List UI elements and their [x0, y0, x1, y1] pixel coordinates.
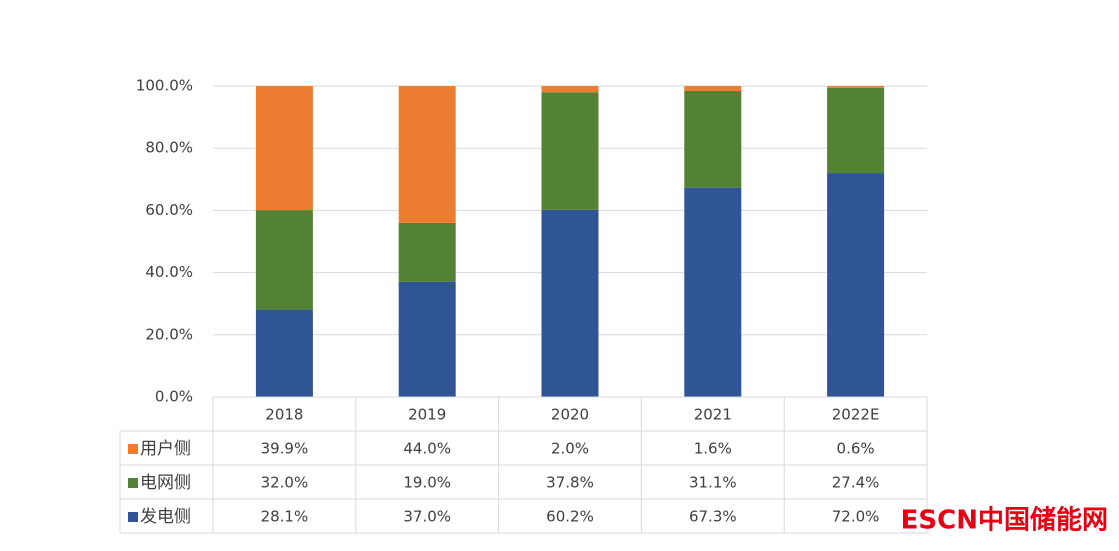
y-tick-label: 100.0%: [136, 77, 193, 95]
legend-swatch: [128, 444, 138, 454]
bar-segment: [255, 86, 313, 211]
data-label: 72.0%: [832, 508, 880, 526]
bar-segment: [541, 86, 599, 93]
bar-segment: [398, 222, 456, 282]
x-tick-label: 2019: [408, 406, 446, 424]
data-label: 0.6%: [837, 440, 875, 458]
data-label: 37.0%: [403, 508, 451, 526]
y-tick-label: 60.0%: [145, 201, 193, 219]
y-tick-label: 40.0%: [145, 263, 193, 281]
bar-segment: [827, 173, 885, 397]
bar-segment: [255, 309, 313, 397]
bar-segment: [541, 209, 599, 397]
y-tick-label: 80.0%: [145, 139, 193, 157]
data-label: 28.1%: [261, 508, 309, 526]
bar-segment: [255, 210, 313, 310]
data-label: 44.0%: [403, 440, 451, 458]
y-tick-label: 0.0%: [155, 388, 193, 406]
bar-segment: [827, 87, 885, 174]
watermark: ESCN中国储能网: [901, 505, 1108, 536]
data-label: 39.9%: [261, 440, 309, 458]
data-label: 2.0%: [551, 440, 589, 458]
data-label: 37.8%: [546, 474, 594, 492]
bar-segment: [541, 92, 599, 210]
bar-segment: [827, 86, 885, 88]
data-label: 1.6%: [694, 440, 732, 458]
y-tick-label: 20.0%: [145, 325, 193, 343]
legend-label: 用户侧: [140, 439, 191, 459]
bar-segment: [684, 187, 742, 397]
data-label: 32.0%: [261, 474, 309, 492]
data-label: 60.2%: [546, 508, 594, 526]
data-label: 19.0%: [403, 474, 451, 492]
x-tick-label: 2020: [551, 406, 589, 424]
x-tick-label: 2018: [265, 406, 303, 424]
legend-swatch: [128, 512, 138, 522]
data-label: 67.3%: [689, 508, 737, 526]
x-tick-label: 2022E: [832, 406, 880, 424]
bar-segment: [398, 86, 456, 223]
data-label: 27.4%: [832, 474, 880, 492]
bar-segment: [684, 90, 742, 188]
legend-label: 发电侧: [140, 507, 191, 527]
x-tick-label: 2021: [694, 406, 732, 424]
bar-segment: [684, 86, 742, 91]
legend-label: 电网侧: [140, 473, 191, 493]
bar-segment: [398, 281, 456, 397]
legend-swatch: [128, 478, 138, 488]
data-label: 31.1%: [689, 474, 737, 492]
